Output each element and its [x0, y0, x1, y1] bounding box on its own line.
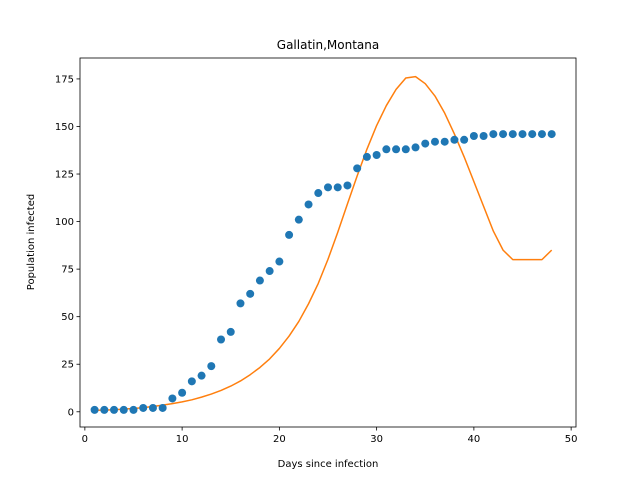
data-point	[255, 276, 264, 285]
data-point	[333, 183, 342, 192]
data-point	[440, 137, 449, 146]
y-tick-label: 25	[61, 360, 74, 371]
data-point	[285, 230, 294, 239]
y-tick-label: 150	[55, 122, 74, 133]
data-point	[489, 130, 498, 139]
data-point	[217, 335, 226, 344]
x-axis-label: Days since infection	[278, 459, 379, 470]
data-point	[304, 200, 313, 209]
data-point	[110, 405, 119, 414]
data-point	[187, 377, 196, 386]
data-point	[469, 131, 478, 140]
data-point	[450, 135, 459, 144]
plot-area: 0 10 20 30 40 50 0 25 50 75 100 125 150 175	[55, 57, 578, 445]
axes-frame	[79, 57, 577, 428]
y-tick-label: 0	[68, 407, 74, 418]
data-point	[382, 145, 391, 154]
x-tick-label: 50	[565, 434, 578, 445]
data-point	[207, 362, 216, 371]
data-point	[499, 130, 508, 139]
data-point	[226, 327, 235, 336]
data-point	[265, 267, 274, 276]
y-tick-label: 75	[61, 265, 74, 276]
data-point	[343, 181, 352, 190]
data-point	[324, 183, 332, 192]
data-point	[90, 405, 99, 414]
data-point	[392, 145, 401, 154]
data-point	[518, 130, 527, 139]
y-tick-label: 175	[55, 74, 74, 85]
data-point	[411, 143, 420, 152]
data-point	[460, 135, 469, 144]
data-point	[362, 152, 371, 161]
data-point	[197, 371, 206, 380]
data-point	[119, 405, 128, 414]
data-point	[508, 130, 517, 139]
data-point	[528, 130, 537, 139]
x-tick-label: 0	[82, 434, 88, 445]
data-point	[314, 189, 323, 198]
x-tick-label: 10	[176, 434, 189, 445]
data-point	[158, 403, 167, 412]
data-point	[421, 139, 430, 148]
data-point	[401, 145, 410, 154]
data-point	[178, 388, 187, 397]
fit-curve-line	[94, 75, 553, 412]
data-point	[139, 403, 148, 412]
data-point	[430, 137, 439, 146]
data-point	[372, 151, 381, 160]
y-tick-label: 100	[55, 217, 74, 228]
data-point	[246, 289, 255, 298]
y-tick-label: 50	[61, 312, 74, 323]
data-point	[353, 164, 362, 173]
x-tick-label: 20	[273, 434, 286, 445]
data-point	[294, 215, 303, 224]
data-point	[275, 257, 284, 266]
chart-title: Gallatin,Montana	[277, 38, 379, 52]
data-point	[537, 130, 546, 139]
y-tick-label: 125	[55, 170, 74, 181]
data-point	[148, 403, 157, 412]
data-point	[100, 405, 109, 414]
x-tick-label: 40	[468, 434, 481, 445]
data-point	[479, 131, 488, 140]
data-point	[547, 130, 556, 139]
data-point	[129, 405, 138, 414]
data-point	[168, 394, 177, 403]
data-point	[236, 299, 245, 308]
y-axis-label: Population infected	[26, 194, 37, 290]
x-tick-label: 30	[370, 434, 383, 445]
